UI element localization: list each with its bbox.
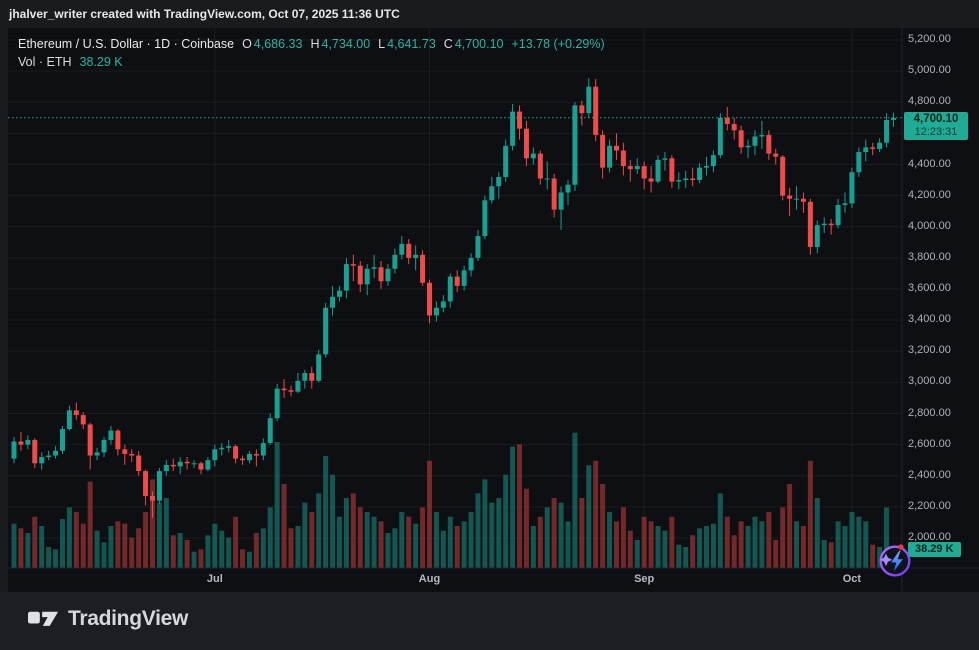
price-tick-label: 3,400.00: [908, 313, 951, 326]
sparkle-star-icon: [879, 553, 893, 567]
open-label: O: [242, 37, 252, 51]
tradingview-logo[interactable]: TradingView: [28, 607, 188, 631]
price-tick-label: 3,600.00: [908, 282, 951, 294]
high-label: H: [310, 37, 320, 51]
price-tick-label: 4,000.00: [908, 219, 951, 232]
volume-label: Vol · ETH: [18, 55, 72, 69]
close-value: 4,700.10: [454, 37, 504, 51]
bar-close-countdown: 12:23:31: [914, 125, 958, 138]
open-value: 4,686.33: [253, 37, 303, 51]
price-tick-label: 4,400.00: [908, 157, 951, 170]
chart-legend: Ethereum / U.S. Dollar · 1D · Coinbase O 4…: [18, 35, 605, 71]
price-tick-label: 2,000.00: [908, 531, 951, 543]
notification-dot: [898, 544, 904, 550]
low-label: L: [378, 37, 386, 51]
price-tick-label: 2,600.00: [908, 437, 951, 450]
price-tick-label: 3,000.00: [908, 375, 951, 388]
high-value: 4,734.00: [321, 37, 371, 51]
price-tick-label: 2,400.00: [908, 468, 951, 481]
time-tick-label: Aug: [418, 573, 441, 585]
price-tick-label: 2,800.00: [908, 406, 951, 419]
price-tick-label: 4,200.00: [908, 188, 951, 201]
footer-bar: [0, 592, 979, 650]
volume-value: 38.29 K: [79, 55, 123, 69]
time-tick-label: Oct: [842, 573, 862, 585]
time-tick-label: Jul: [206, 573, 223, 585]
price-tick-label: 5,200.00: [908, 33, 951, 45]
spark-boost-icon[interactable]: [877, 542, 915, 580]
price-tick-label: 5,000.00: [908, 64, 951, 77]
last-price-value: 4,700.10: [913, 112, 959, 125]
price-tick-label: 3,800.00: [908, 250, 951, 263]
attribution-bar: jhalver_writer created with TradingView.…: [0, 0, 979, 28]
time-tick-label: Sep: [634, 573, 655, 585]
price-tick-label: 2,200.00: [908, 499, 951, 512]
change-value: +13.78 (+0.29%): [511, 37, 605, 51]
tradingview-mark-icon: [28, 611, 59, 626]
close-label: C: [443, 37, 453, 51]
lightning-bolt-icon: [891, 550, 903, 572]
attribution-text: jhalver_writer created with TradingView.…: [9, 7, 400, 21]
last-volume-badge: 38.29 K: [908, 542, 961, 558]
legend-volume-row: Vol · ETH 38.29 K: [18, 53, 605, 71]
tradingview-wordmark: TradingView: [68, 607, 189, 630]
symbol-title[interactable]: Ethereum / U.S. Dollar · 1D · Coinbase: [18, 37, 235, 51]
price-tick-label: 3,200.00: [908, 344, 951, 357]
legend-symbol-row: Ethereum / U.S. Dollar · 1D · Coinbase O 4…: [18, 35, 605, 53]
price-tick-label: 4,800.00: [908, 95, 951, 108]
last-price-badge: 4,700.10 12:23:31: [904, 111, 968, 140]
low-value: 4,641.73: [387, 37, 436, 51]
